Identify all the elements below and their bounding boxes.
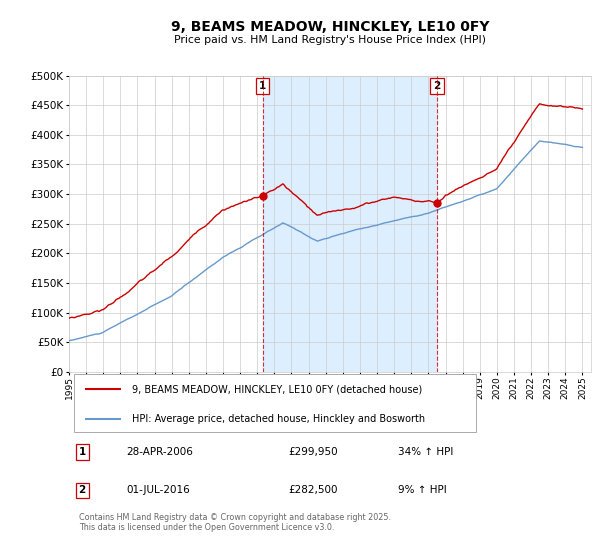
Text: 1: 1 bbox=[79, 447, 86, 457]
Text: 9, BEAMS MEADOW, HINCKLEY, LE10 0FY: 9, BEAMS MEADOW, HINCKLEY, LE10 0FY bbox=[171, 20, 489, 34]
Text: 9% ↑ HPI: 9% ↑ HPI bbox=[398, 486, 446, 496]
Text: 2: 2 bbox=[433, 81, 440, 91]
Bar bbox=[263, 76, 437, 372]
Text: 9, BEAMS MEADOW, HINCKLEY, LE10 0FY (detached house): 9, BEAMS MEADOW, HINCKLEY, LE10 0FY (det… bbox=[131, 384, 422, 394]
Text: Price paid vs. HM Land Registry's House Price Index (HPI): Price paid vs. HM Land Registry's House … bbox=[174, 35, 486, 45]
Text: £299,950: £299,950 bbox=[288, 447, 338, 457]
Text: 2: 2 bbox=[79, 486, 86, 496]
Text: Contains HM Land Registry data © Crown copyright and database right 2025.
This d: Contains HM Land Registry data © Crown c… bbox=[79, 513, 391, 533]
Text: 1: 1 bbox=[259, 81, 266, 91]
Text: 34% ↑ HPI: 34% ↑ HPI bbox=[398, 447, 453, 457]
Text: 01-JUL-2016: 01-JUL-2016 bbox=[127, 486, 190, 496]
Text: £282,500: £282,500 bbox=[288, 486, 338, 496]
Text: HPI: Average price, detached house, Hinckley and Bosworth: HPI: Average price, detached house, Hinc… bbox=[131, 414, 425, 424]
FancyBboxPatch shape bbox=[74, 374, 476, 432]
Text: 28-APR-2006: 28-APR-2006 bbox=[127, 447, 193, 457]
